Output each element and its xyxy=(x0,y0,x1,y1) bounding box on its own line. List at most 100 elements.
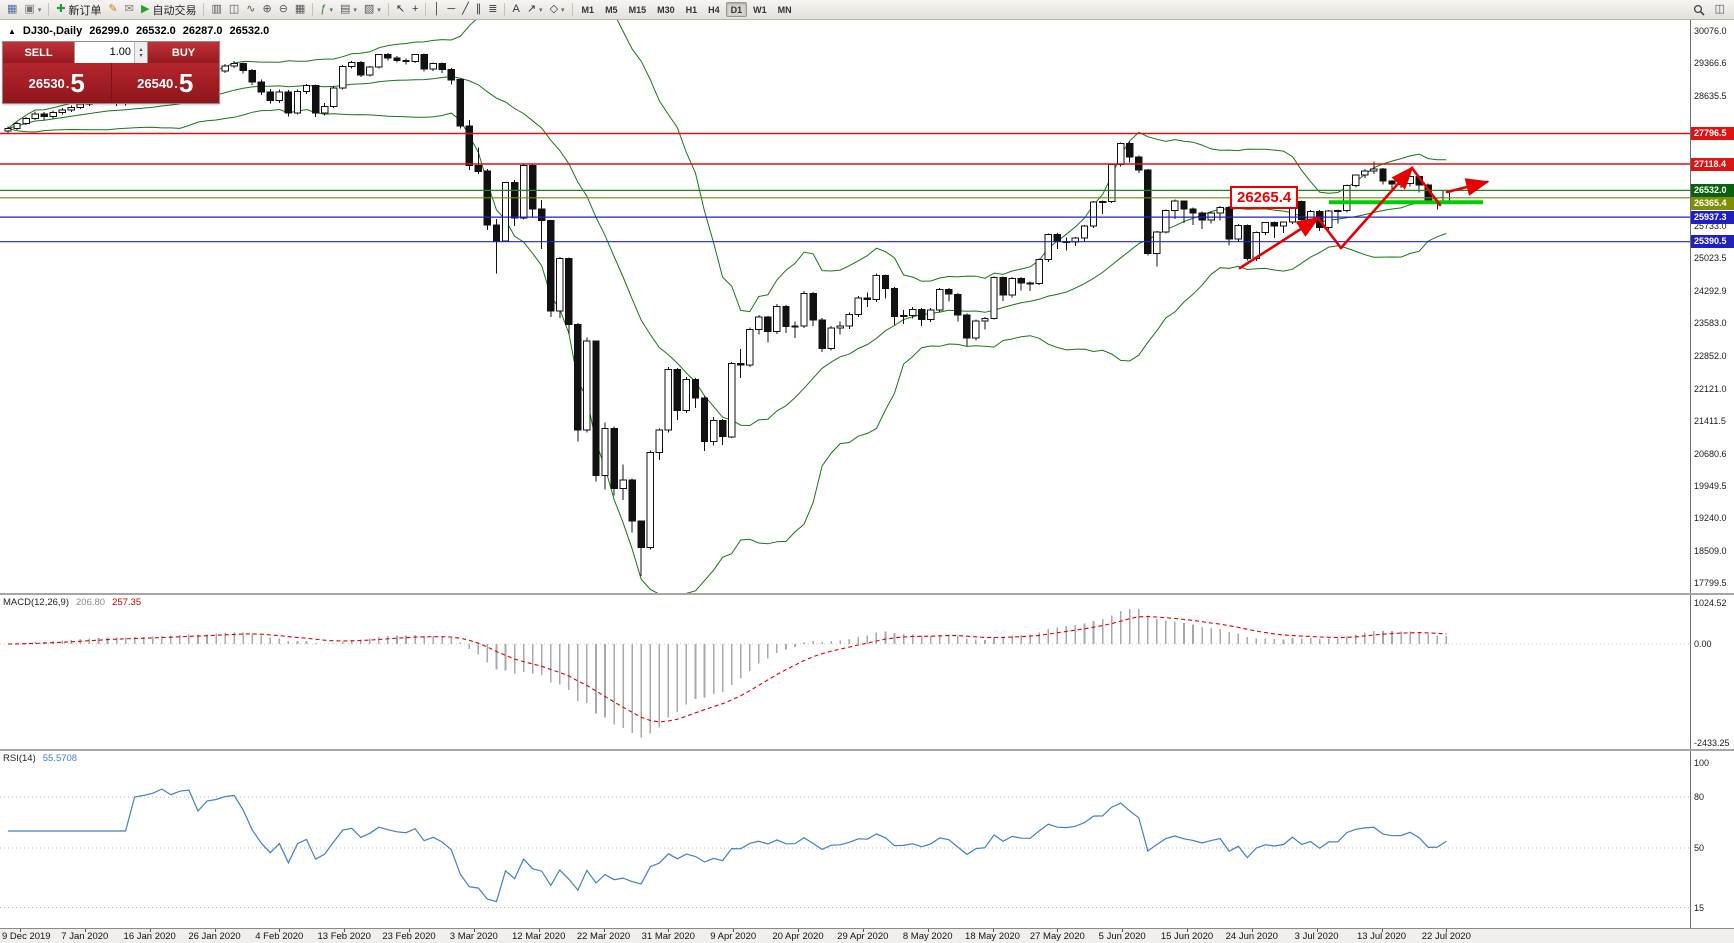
timeframe-h4-button[interactable]: H4 xyxy=(708,4,720,15)
search-icon[interactable] xyxy=(1690,1,1708,18)
rsi-axis-label: 50 xyxy=(1694,843,1705,853)
macd-signal-value: 257.35 xyxy=(112,597,142,608)
price-axis-badge: 27118.4 xyxy=(1691,157,1734,171)
candlesticks xyxy=(4,52,1450,576)
time-axis-tick xyxy=(603,929,605,932)
metaeditor-icon-button[interactable]: ✎ xyxy=(106,1,121,18)
crosshair-icon: + xyxy=(412,3,419,15)
text-icon-button[interactable]: A xyxy=(509,1,522,18)
time-axis-tick xyxy=(1446,929,1448,932)
time-axis-tick xyxy=(668,929,670,932)
macd-indicator-panel[interactable] xyxy=(0,595,1690,748)
price-axis-label: 17799.5 xyxy=(1694,578,1727,588)
price-axis-badge: 27796.5 xyxy=(1691,127,1734,140)
bar-close-value: 26532.0 xyxy=(229,25,270,37)
panel-separator-rsi[interactable] xyxy=(0,749,1734,751)
date-axis-label: 24 Jun 2020 xyxy=(1225,931,1278,942)
new-chart-icon-button[interactable]: ▦ xyxy=(4,1,20,18)
time-axis-tick xyxy=(279,929,281,932)
timeframe-m15-button[interactable]: M15 xyxy=(628,4,647,15)
indicators-icon-button[interactable]: ƒ ▾ xyxy=(317,1,336,18)
buy-price-button[interactable]: 26540 . 5 xyxy=(111,63,219,103)
indicators-icon: ƒ xyxy=(320,3,327,15)
sell-price-button[interactable]: 26530 . 5 xyxy=(3,63,111,103)
buy-button[interactable]: BUY xyxy=(148,42,219,63)
time-axis-tick xyxy=(20,929,21,932)
time-axis-tick xyxy=(473,929,475,932)
timeframe-m30-button[interactable]: M30 xyxy=(657,4,675,15)
date-axis-label: 15 Jun 2020 xyxy=(1160,931,1214,942)
macd-signal-line xyxy=(7,615,1447,723)
volume-increase-button[interactable]: ▴ xyxy=(139,46,143,53)
templates-icon-button[interactable]: ▧ ▾ xyxy=(361,1,384,18)
chart-window-icon[interactable]: ◫ xyxy=(1712,1,1728,18)
horizontal-line-icon-button[interactable]: ─ xyxy=(444,1,458,18)
volume-field: 1.00 ▴ ▾ xyxy=(74,42,148,63)
date-axis-label: 3 Mar 2020 xyxy=(449,931,498,942)
price-chart-panel[interactable] xyxy=(0,20,1690,594)
timeframe-d1-button[interactable]: D1 xyxy=(725,2,748,17)
cursor-icon: ↖ xyxy=(395,3,406,15)
rsi-indicator-panel[interactable] xyxy=(0,751,1690,928)
date-axis-label: 7 Jan 2020 xyxy=(61,931,109,942)
equidistant-channel-icon-button[interactable]: ∥ xyxy=(473,1,485,18)
crosshair-icon-button[interactable]: + xyxy=(409,1,421,18)
date-axis-label: 22 Jul 2020 xyxy=(1421,931,1471,942)
price-axis-label: 25733.0 xyxy=(1694,221,1727,232)
arrows-icon-button[interactable]: ↗ ▾ xyxy=(524,1,546,18)
timeframe-m5-button[interactable]: M5 xyxy=(605,4,618,15)
mailbox-icon-button[interactable]: ✉ xyxy=(122,1,137,18)
buy-price-pip: 5 xyxy=(178,68,194,98)
tile-windows-icon-button[interactable]: ▦ xyxy=(292,1,308,18)
timeframe-w1-button[interactable]: W1 xyxy=(753,4,767,15)
volume-decrease-button[interactable]: ▾ xyxy=(139,52,143,59)
trend-arrows[interactable] xyxy=(1238,166,1490,270)
timeframe-m1-button[interactable]: M1 xyxy=(581,4,595,15)
time-axis-tick xyxy=(862,929,864,932)
sell-price-dot: . xyxy=(65,75,70,91)
sell-button[interactable]: SELL xyxy=(3,42,74,63)
metaeditor-icon: ✎ xyxy=(108,3,118,15)
macd-axis-label: 0.00 xyxy=(1694,639,1712,649)
bar-chart-icon-button[interactable]: ▥ xyxy=(208,1,224,18)
candlestick-chart-icon-button[interactable]: ◫ xyxy=(226,1,242,18)
one-click-collapse-button[interactable]: ▲ xyxy=(8,26,16,36)
buy-price-dot: . xyxy=(174,75,178,91)
bollinger-upper-band xyxy=(7,20,1447,313)
autotrading-button[interactable]: ▶ 自动交易 xyxy=(138,1,199,18)
date-axis-label: 23 Feb 2020 xyxy=(382,931,436,942)
volume-input[interactable]: 1.00 xyxy=(109,46,131,58)
symbol-info-line: ▲ DJ30-,Daily 26299.0 26532.0 26287.0 26… xyxy=(8,25,269,37)
time-axis-tick xyxy=(1057,929,1059,932)
price-axis: 30076.0 29366.6 28635.5 25733.0 25023.5 24292… xyxy=(1690,20,1734,943)
price-annotation[interactable]: 26265.4 xyxy=(1230,186,1299,209)
panel-separator-macd[interactable] xyxy=(0,593,1734,595)
bar-high-value: 26532.0 xyxy=(136,25,176,37)
line-chart-icon-button[interactable]: ∿ xyxy=(243,1,258,18)
timeframe-mn-button[interactable]: MN xyxy=(777,4,792,15)
profiles-icon-button[interactable]: ▣ ▾ xyxy=(21,1,44,18)
autotrading-icon: ▶ xyxy=(140,3,150,15)
rsi-name: RSI(14) xyxy=(3,753,36,764)
date-axis-label: 18 May 2020 xyxy=(965,931,1020,942)
price-axis-badge: 26532.0 xyxy=(1691,183,1734,197)
trendline-icon-button[interactable]: ╱ xyxy=(459,1,472,18)
zoom-out-icon-button[interactable]: ⊖ xyxy=(276,1,291,18)
date-axis-label: 13 Jul 2020 xyxy=(1356,931,1407,942)
new-order-button[interactable]: ✚ 新订单 xyxy=(53,1,104,18)
shapes-icon-button[interactable]: ◇ ▾ xyxy=(547,1,568,18)
vertical-line-icon-button[interactable]: │ xyxy=(430,1,443,18)
date-axis-label: 16 Jan 2020 xyxy=(123,931,176,942)
timeframe-h1-button[interactable]: H1 xyxy=(685,4,698,15)
periods-icon-button[interactable]: ▤ ▾ xyxy=(337,1,360,18)
zoom-in-icon: ⊕ xyxy=(262,3,272,15)
time-axis-tick xyxy=(214,929,216,932)
toolbar-separator xyxy=(48,3,50,16)
fibonacci-icon-button[interactable]: ≣ xyxy=(485,1,500,18)
cursor-icon-button[interactable]: ↖ xyxy=(393,1,408,18)
toolbar-separator xyxy=(504,3,506,16)
caret-down-icon: ▾ xyxy=(561,6,565,14)
zoom-in-icon-button[interactable]: ⊕ xyxy=(259,1,274,18)
bar-low-value: 26287.0 xyxy=(182,25,223,37)
